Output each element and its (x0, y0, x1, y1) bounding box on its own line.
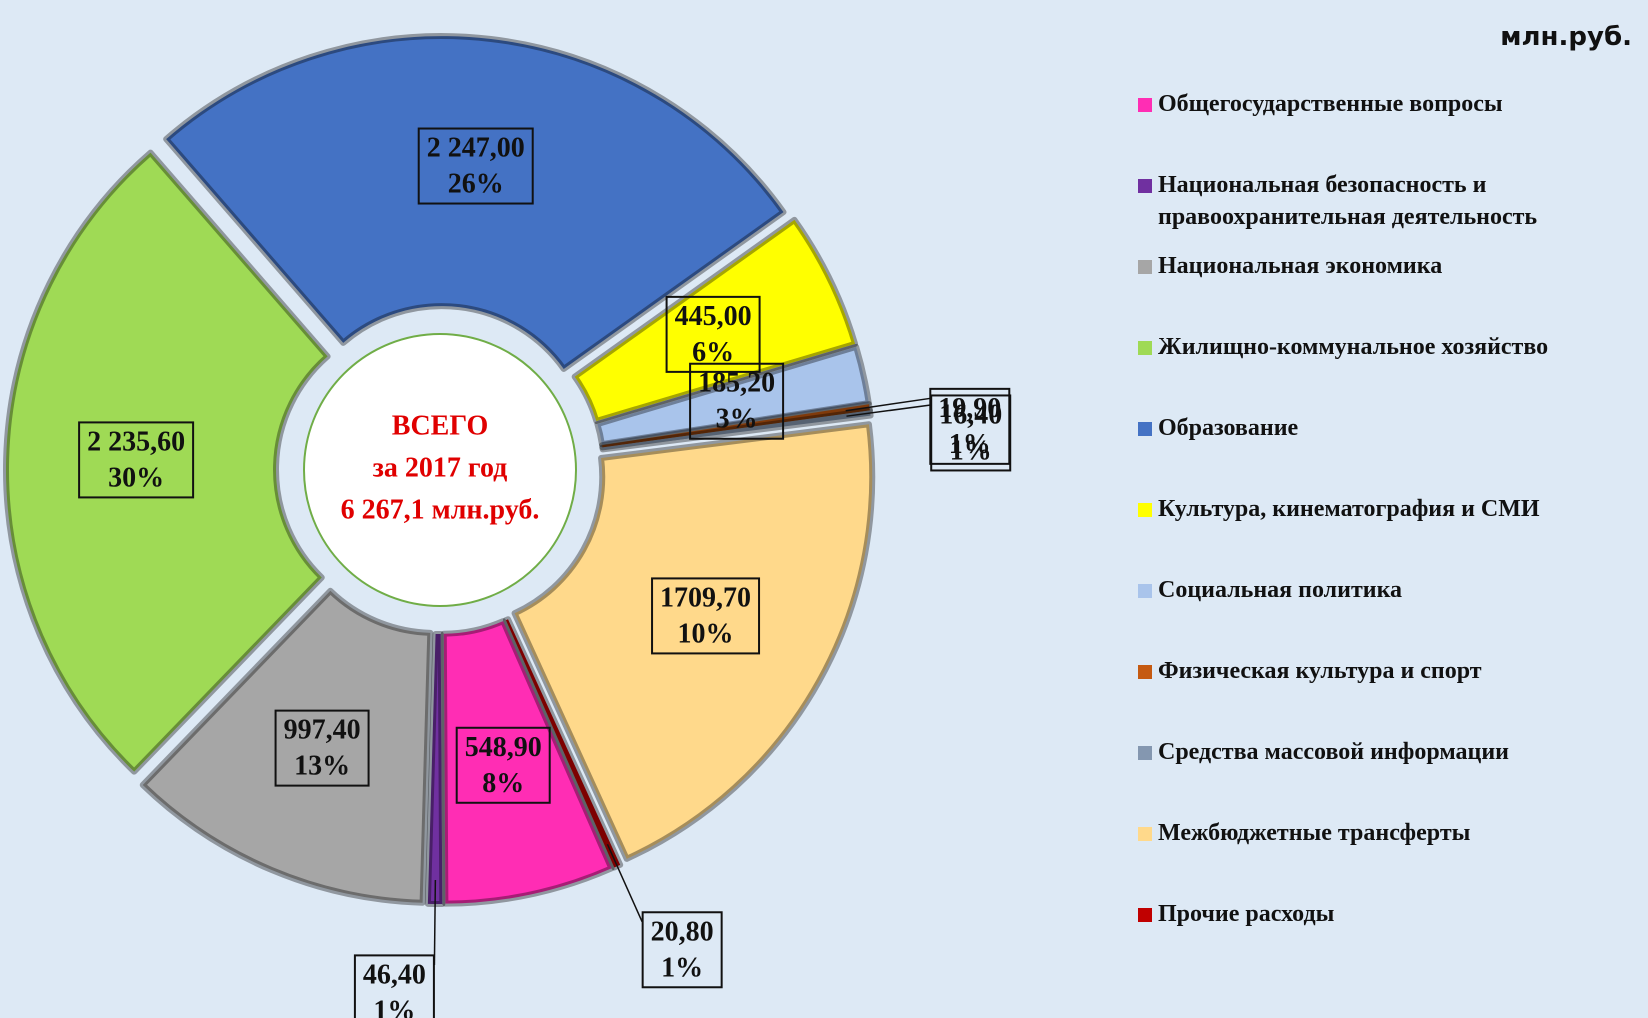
labels: 548,90 8% 46,40 1% 997,40 13% 2 235,60 30% 2 247… (78, 127, 1012, 1018)
data-label: 20,80 (651, 916, 714, 947)
legend-label: Культура, кинематография и СМИ (1158, 496, 1540, 522)
legend-item: Национальная безопасность и правоохранит… (1138, 169, 1638, 233)
legend-label: Национальная экономика (1158, 253, 1443, 279)
slice (599, 401, 873, 451)
label-box (455, 726, 551, 804)
label-box (78, 421, 195, 499)
center-circle (303, 333, 577, 607)
label-box (417, 127, 534, 205)
callout (845, 397, 930, 412)
data-label: 997,40 (284, 715, 361, 746)
slice (571, 216, 859, 424)
data-label: 46,40 (363, 959, 426, 990)
data-label: 1% (373, 995, 415, 1018)
slice (440, 618, 615, 907)
center-text: за 2017 год (373, 452, 508, 483)
label-box (641, 911, 723, 989)
label-box (665, 295, 761, 373)
label: 2 247,00 26% (417, 127, 534, 205)
label: 16,401% (846, 394, 1012, 472)
data-label: 30% (108, 462, 164, 493)
label-box (930, 394, 1012, 472)
data-label: 10% (678, 618, 734, 649)
label: 445,00 6% (665, 295, 761, 373)
legend-swatch (1138, 98, 1152, 112)
label-box (353, 954, 435, 1018)
data-label: 1709,70 (660, 582, 751, 613)
legend-item: Образование (1138, 412, 1638, 444)
legend-swatch (1138, 260, 1152, 274)
data-label: 16,40 (939, 399, 1002, 430)
slice (3, 149, 331, 775)
legend-item: Межбюджетные трансферты (1138, 817, 1638, 849)
label: 997,40 13% (274, 709, 370, 787)
data-label: 6% (692, 337, 734, 368)
chart: ВСЕГО за 2017 год 6 267,1 млн.руб. 548,90 8%… (3, 33, 1012, 1018)
label: 548,90 8% (455, 726, 551, 804)
legend-label: Общегосударственные вопросы (1158, 91, 1503, 117)
legend-swatch (1138, 665, 1152, 679)
label-box (689, 362, 785, 440)
label: 46,40 1% (353, 879, 437, 1018)
legend-label: Межбюджетные трансферты (1158, 820, 1471, 846)
legend-swatch (1138, 827, 1152, 841)
label: 19,90 1% (845, 387, 1011, 465)
legend-item: Средства массовой информации (1138, 736, 1638, 768)
label: 20,80 1% (606, 843, 723, 989)
legend-swatch (1138, 584, 1152, 598)
data-label: 1% (949, 429, 991, 460)
legend-swatch (1138, 908, 1152, 922)
data-label: 445,00 (675, 301, 752, 332)
legend-item: Физическая культура и спорт (1138, 655, 1638, 687)
legend-label: Жилищно-коммунальное хозяйство (1158, 334, 1549, 360)
data-label: 2 235,60 (87, 426, 185, 457)
data-label: 548,90 (465, 732, 542, 763)
legend-swatch (1138, 503, 1152, 517)
legend-label: Социальная политика (1158, 577, 1403, 603)
legend-label: Средства массовой информации (1158, 739, 1509, 765)
data-label: 2 247,00 (427, 133, 525, 164)
label-box (651, 577, 761, 655)
legend-item: Жилищно-коммунальное хозяйство (1138, 331, 1638, 363)
legend-label: Национальная безопасность и правоохранит… (1158, 172, 1538, 230)
data-label: 1% (661, 952, 703, 983)
legend-swatch (1138, 179, 1152, 193)
slice (594, 343, 872, 448)
legend-item: Социальная политика (1138, 574, 1638, 606)
legend-label: Физическая культура и спорт (1158, 658, 1482, 684)
data-label: 19,90 (938, 393, 1001, 424)
label-box (274, 709, 370, 787)
callout (433, 879, 437, 965)
legend-swatch (1138, 746, 1152, 760)
slice (511, 421, 876, 862)
legend-item: Общегосударственные вопросы (1138, 88, 1638, 120)
center-text: ВСЕГО (392, 410, 488, 441)
legend-item: Национальная экономика (1138, 250, 1638, 282)
callout (606, 843, 643, 923)
legend-item: Прочие расходы (1138, 898, 1638, 930)
data-label: 1% (950, 435, 992, 466)
data-label: 3% (716, 404, 758, 435)
legend-label: Образование (1158, 415, 1299, 441)
slice (139, 587, 434, 906)
slice (599, 407, 874, 453)
label: 2 235,60 30% (78, 421, 195, 499)
center-text: 6 267,1 млн.руб. (341, 494, 540, 525)
label: 185,20 3% (689, 362, 785, 440)
legend-swatch (1138, 341, 1152, 355)
callout (846, 404, 931, 417)
data-label: 13% (294, 751, 350, 782)
data-label: 8% (482, 768, 524, 799)
data-label: 26% (448, 169, 504, 200)
data-label: 185,20 (698, 368, 775, 399)
legend-label: Прочие расходы (1158, 901, 1335, 927)
legend-item: Культура, кинематография и СМИ (1138, 493, 1638, 525)
label: 1709,70 10% (651, 577, 761, 655)
legend-swatch (1138, 422, 1152, 436)
unit-label: млн.руб. (1500, 22, 1632, 52)
slice (424, 630, 446, 907)
slice (502, 616, 624, 871)
